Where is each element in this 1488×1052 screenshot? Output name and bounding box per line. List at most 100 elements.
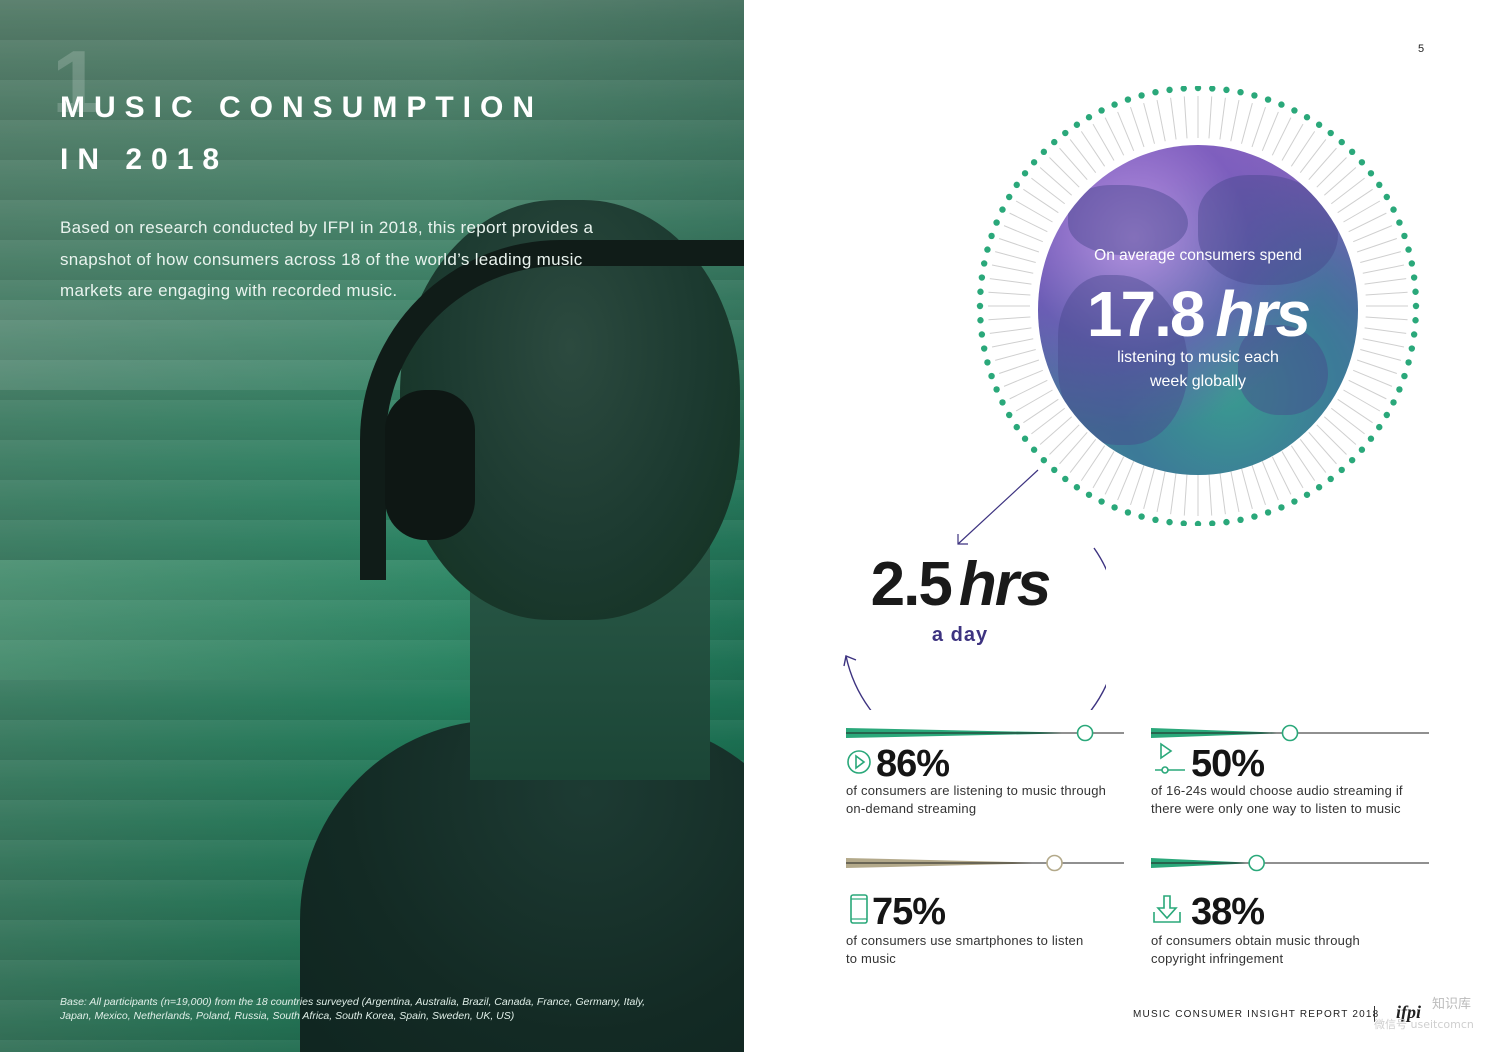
ring-tick xyxy=(1208,96,1213,139)
ring-tick xyxy=(1230,99,1240,142)
ring-dot xyxy=(1383,193,1390,201)
ring-tick xyxy=(1170,97,1177,140)
ring-tick xyxy=(1230,470,1240,513)
desc-line: of consumers use smartphones to listen xyxy=(846,933,1084,948)
ring-dot xyxy=(1348,456,1356,464)
daily-hours-value: 2.5 hrs xyxy=(850,547,1070,623)
title-line-2: IN 2018 xyxy=(60,143,229,176)
ring-dot xyxy=(1401,232,1408,240)
ring-dot xyxy=(984,246,991,253)
ring-dot xyxy=(1376,181,1383,189)
watermark-account: 微信号 useitcomcn xyxy=(1374,1018,1474,1031)
ring-dot xyxy=(1367,170,1375,177)
ring-dot xyxy=(1405,359,1412,366)
ring-dot xyxy=(1291,107,1298,114)
ring-tick xyxy=(1117,111,1135,151)
ring-dot xyxy=(1327,475,1334,483)
headphones-earcup xyxy=(385,390,475,540)
stat-progress-bar xyxy=(1151,854,1429,872)
smartphone-icon xyxy=(850,894,868,924)
ring-dot xyxy=(977,288,984,295)
ring-dot xyxy=(1013,423,1020,431)
ring-dot xyxy=(1408,345,1416,352)
globe-dot-ring xyxy=(976,86,1420,526)
ring-tick xyxy=(1365,291,1408,296)
ring-tick xyxy=(1337,398,1373,424)
ring-dot xyxy=(976,302,984,310)
ring-tick xyxy=(1092,123,1115,161)
ring-tick xyxy=(1039,416,1073,445)
ring-tick xyxy=(1240,103,1253,144)
ring-dot xyxy=(1348,148,1356,156)
ring-dot xyxy=(1051,138,1058,146)
desc-line: on-demand streaming xyxy=(846,801,977,816)
ring-tick xyxy=(1080,445,1106,481)
ring-tick xyxy=(1251,106,1266,148)
ring-tick xyxy=(1343,389,1381,412)
ring-dot xyxy=(1390,206,1397,213)
ring-dot xyxy=(980,260,988,267)
footer-divider xyxy=(1374,1006,1375,1022)
ring-tick xyxy=(1281,451,1304,489)
ring-dot xyxy=(1111,101,1118,108)
ring-dot xyxy=(1376,423,1383,431)
stat-percentage: 75% xyxy=(872,891,946,933)
ring-tick xyxy=(1069,139,1097,174)
ring-dot xyxy=(1367,435,1375,442)
ring-tick xyxy=(1261,111,1279,151)
globe-subtext: listening to music each week globally xyxy=(1070,346,1326,394)
daily-hours-number: 2.5 xyxy=(870,550,953,619)
stat-progress-bar xyxy=(846,854,1124,872)
connector-arrow-head xyxy=(957,534,968,545)
ring-tick xyxy=(1080,131,1106,167)
ring-tick xyxy=(1049,157,1080,188)
ring-tick xyxy=(1059,431,1088,465)
continent-shape xyxy=(1058,275,1188,445)
ring-dot xyxy=(984,359,991,366)
watermark-text: 知识库 xyxy=(1432,997,1472,1012)
ring-tick xyxy=(1156,470,1166,513)
ring-dot xyxy=(1138,513,1145,520)
ring-tick xyxy=(1143,103,1156,144)
ring-tick xyxy=(1360,251,1401,264)
ring-dot xyxy=(978,274,986,281)
ring-dot xyxy=(1303,114,1311,121)
ring-tick xyxy=(1069,438,1097,473)
desc-line: of consumers obtain music through xyxy=(1151,933,1360,948)
ring-tick xyxy=(991,264,1034,274)
ring-dot xyxy=(1085,491,1093,498)
intro-paragraph: Based on research conducted by IFPI in 2… xyxy=(60,218,594,300)
ring-tick xyxy=(1348,212,1387,233)
ring-tick xyxy=(1031,177,1066,205)
ring-dot xyxy=(1338,138,1345,146)
ring-tick xyxy=(1364,327,1407,334)
desc-line: there were only one way to listen to mus… xyxy=(1151,801,1401,816)
ring-tick xyxy=(1015,200,1053,223)
globe-lead-text: On average consumers spend xyxy=(1094,247,1302,264)
ring-dot xyxy=(999,399,1006,406)
play-slider-icon xyxy=(1155,742,1185,774)
desc-line: of 16-24s would choose audio streaming i… xyxy=(1151,783,1403,798)
ring-dot xyxy=(1408,260,1416,267)
ring-tick xyxy=(998,238,1040,253)
progress-knob xyxy=(1281,724,1299,742)
ring-tick xyxy=(1208,473,1213,516)
ring-tick xyxy=(1092,451,1115,489)
weekly-hours-unit: hrs xyxy=(1215,278,1311,350)
ring-dot xyxy=(1098,498,1105,505)
ring-dot xyxy=(1223,518,1230,526)
ring-tick xyxy=(1356,359,1398,374)
ring-dot xyxy=(1358,446,1366,453)
play-circle-icon xyxy=(847,750,871,774)
ring-dot xyxy=(1223,86,1230,94)
ring-dot xyxy=(1383,411,1390,419)
stat-description: of consumers use smartphones to listen t… xyxy=(846,932,1131,968)
report-footer: MUSIC CONSUMER INSIGHT REPORT 2018 xyxy=(1133,1009,1380,1020)
ring-tick xyxy=(1271,456,1292,495)
ring-tick xyxy=(1330,177,1365,205)
ring-dot xyxy=(1410,331,1418,338)
ring-dot xyxy=(1315,484,1323,491)
ring-tick xyxy=(989,327,1032,334)
ring-tick xyxy=(995,251,1036,264)
ring-dot xyxy=(993,219,1000,226)
